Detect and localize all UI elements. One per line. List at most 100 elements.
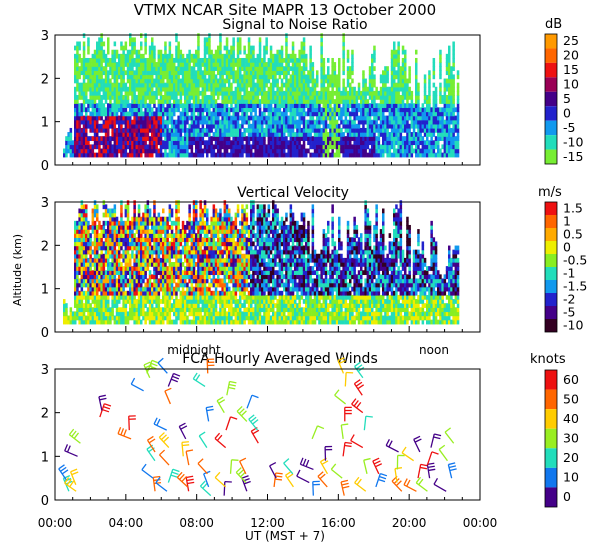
heatmap-cell <box>410 90 414 96</box>
heatmap-cell <box>415 99 418 104</box>
heatmap-cell <box>100 86 103 92</box>
heatmap-cell <box>170 111 174 117</box>
heatmap-cell <box>397 95 400 100</box>
heatmap-cell <box>133 319 136 325</box>
heatmap-cell <box>390 136 394 141</box>
heatmap-cell <box>120 123 123 129</box>
heatmap-cell <box>85 299 88 304</box>
heatmap-cell <box>91 257 95 263</box>
heatmap-cell <box>351 148 354 154</box>
heatmap-cell <box>353 152 356 158</box>
heatmap-cell <box>124 303 128 308</box>
heatmap-cell <box>159 152 163 158</box>
heatmap-cell <box>175 127 178 133</box>
heatmap-cell <box>135 78 139 84</box>
heatmap-cell <box>67 136 70 141</box>
heatmap-cell <box>241 107 244 113</box>
heatmap-cell <box>309 127 312 133</box>
heatmap-cell <box>278 148 282 154</box>
heatmap-cell <box>78 249 81 255</box>
heatmap-cell <box>228 74 231 80</box>
heatmap-cell <box>388 136 392 141</box>
heatmap-cell <box>89 249 92 255</box>
heatmap-cell <box>256 95 260 100</box>
heatmap-cell <box>93 111 97 117</box>
heatmap-cell <box>375 152 378 158</box>
heatmap-cell <box>98 303 101 308</box>
heatmap-cell <box>148 208 152 214</box>
heatmap-cell <box>104 119 108 125</box>
heatmap-cell <box>129 278 132 284</box>
heatmap-cell <box>320 107 323 113</box>
heatmap-cell <box>133 294 136 300</box>
heatmap-cell <box>230 70 233 76</box>
heatmap-cell <box>298 57 301 63</box>
heatmap-cell <box>184 90 187 96</box>
heatmap-cell <box>307 127 310 133</box>
heatmap-cell <box>373 136 376 141</box>
heatmap-cell <box>362 152 365 158</box>
heatmap-cell <box>192 95 196 100</box>
heatmap-cell <box>393 49 396 55</box>
heatmap-cell <box>280 123 284 129</box>
heatmap-cell <box>285 123 288 129</box>
heatmap-cell <box>82 249 86 255</box>
heatmap-cell <box>124 57 128 63</box>
heatmap-cell <box>375 107 378 113</box>
heatmap-cell <box>294 90 297 96</box>
heatmap-cell <box>274 148 277 154</box>
heatmap-cell <box>76 262 79 267</box>
heatmap-cell <box>151 315 154 321</box>
heatmap-cell <box>129 257 132 263</box>
heatmap-cell <box>423 90 427 96</box>
heatmap-cell <box>115 229 119 234</box>
heatmap-cell <box>395 123 398 129</box>
heatmap-cell <box>146 299 150 304</box>
heatmap-cell <box>399 152 403 158</box>
heatmap-cell <box>373 132 376 137</box>
heatmap-cell <box>107 245 110 251</box>
heatmap-cell <box>120 132 123 137</box>
heatmap-cell <box>278 95 282 100</box>
heatmap-cell <box>434 144 438 150</box>
heatmap-cell <box>133 303 136 308</box>
heatmap-cell <box>80 311 84 317</box>
heatmap-cell <box>146 294 150 300</box>
heatmap-cell <box>280 49 284 55</box>
heatmap-cell <box>74 253 77 259</box>
heatmap-cell <box>175 66 178 71</box>
heatmap-cell <box>272 95 275 100</box>
heatmap-cell <box>234 86 238 92</box>
heatmap-cell <box>148 311 152 317</box>
heatmap-cell <box>353 119 356 125</box>
heatmap-cell <box>448 132 451 137</box>
heatmap-cell <box>349 74 352 80</box>
heatmap-cell <box>179 86 183 92</box>
heatmap-cell <box>316 127 319 133</box>
heatmap-cell <box>124 152 128 158</box>
heatmap-cell <box>401 107 405 113</box>
heatmap-cell <box>85 282 88 288</box>
heatmap-cell <box>151 299 154 304</box>
heatmap-cell <box>184 115 187 121</box>
heatmap-cell <box>155 70 158 76</box>
heatmap-cell <box>137 253 141 259</box>
heatmap-cell <box>157 57 161 63</box>
heatmap-cell <box>162 86 165 92</box>
heatmap-cell <box>217 123 220 129</box>
heatmap-cell <box>197 62 200 67</box>
heatmap-cell <box>157 115 161 121</box>
heatmap-cell <box>113 136 117 141</box>
heatmap-cell <box>212 119 216 125</box>
heatmap-cell <box>364 111 367 117</box>
heatmap-cell <box>190 78 194 84</box>
heatmap-cell <box>276 107 279 113</box>
heatmap-cell <box>228 140 231 146</box>
heatmap-cell <box>327 144 330 150</box>
heatmap-cell <box>177 123 180 129</box>
heatmap-cell <box>307 74 310 80</box>
heatmap-cell <box>300 99 304 104</box>
heatmap-cell <box>399 115 403 121</box>
heatmap-cell <box>214 99 218 104</box>
heatmap-cell <box>100 123 103 129</box>
